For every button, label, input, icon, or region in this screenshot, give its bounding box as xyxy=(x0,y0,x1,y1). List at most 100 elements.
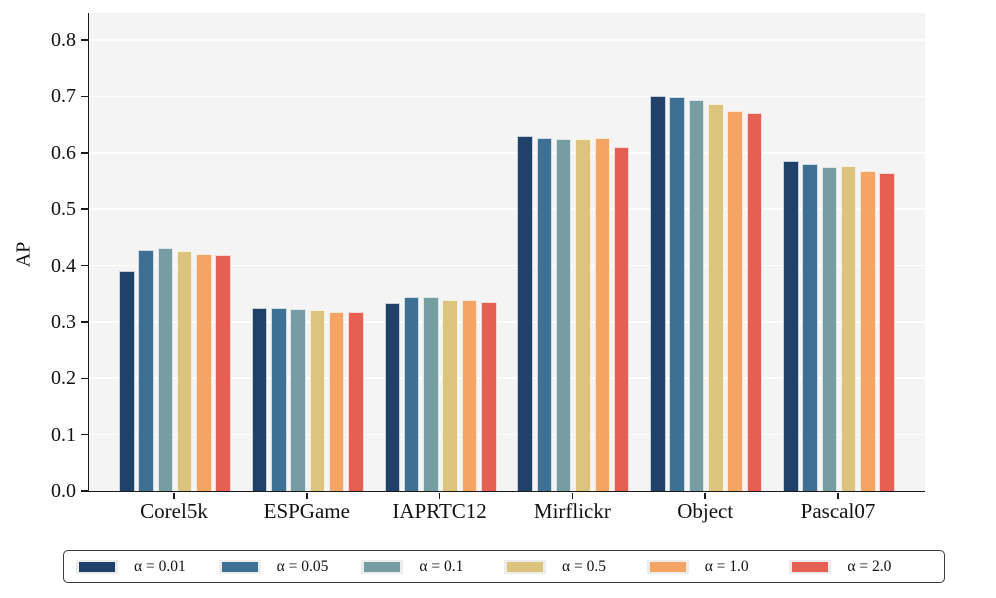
legend-swatch-icon xyxy=(79,561,115,572)
x-tick-mark xyxy=(837,493,839,499)
bar xyxy=(802,164,818,491)
y-tick-mark xyxy=(81,95,88,98)
bar xyxy=(328,312,345,491)
legend-item: α = 0.5 xyxy=(504,558,647,576)
bar-group xyxy=(119,13,231,491)
x-tick-mark xyxy=(173,493,175,499)
legend-swatch-halo xyxy=(789,559,832,574)
bar xyxy=(271,308,287,491)
bar xyxy=(613,147,630,491)
bar xyxy=(119,271,135,491)
bar xyxy=(669,97,685,491)
y-tick-label: 0.1 xyxy=(51,423,76,446)
legend-swatch-halo xyxy=(646,559,689,574)
bar xyxy=(821,166,838,491)
bar-group xyxy=(650,13,763,491)
gridline xyxy=(89,377,925,380)
bar xyxy=(196,253,212,491)
legend-swatch-icon xyxy=(649,561,686,572)
bar xyxy=(840,165,857,491)
plot-area xyxy=(88,13,925,492)
bar xyxy=(688,100,705,491)
x-tick-mark xyxy=(704,493,706,499)
bar xyxy=(727,111,743,491)
bar-group xyxy=(384,13,497,491)
legend-label: α = 2.0 xyxy=(847,557,892,575)
bar-group xyxy=(251,13,364,491)
bar xyxy=(309,310,326,491)
gridline xyxy=(89,321,925,323)
bar xyxy=(650,96,666,491)
gridline xyxy=(89,208,925,210)
gridline xyxy=(89,95,925,98)
x-tick-label: Mirflickr xyxy=(533,499,611,523)
bar xyxy=(708,103,724,491)
bar xyxy=(138,249,154,491)
y-tick-label: 0.5 xyxy=(51,198,76,221)
legend-item: α = 1.0 xyxy=(646,557,790,576)
x-tick-label: Corel5k xyxy=(140,499,208,523)
gridline xyxy=(89,152,925,154)
legend-item: α = 2.0 xyxy=(789,558,932,576)
x-tick-label: Object xyxy=(677,499,734,523)
bar xyxy=(481,301,497,491)
legend-swatch-halo xyxy=(361,559,404,574)
legend-swatch-icon xyxy=(364,561,401,572)
y-tick-mark xyxy=(81,152,88,154)
legend-swatch-icon xyxy=(221,561,258,572)
bar xyxy=(384,302,401,491)
legend-swatch-halo xyxy=(76,559,118,574)
gridline xyxy=(89,264,925,267)
y-tick-label: 0.0 xyxy=(51,480,76,502)
x-tick-label: ESPGame xyxy=(263,499,350,523)
bar-group xyxy=(783,13,895,491)
bar xyxy=(290,308,306,491)
legend-swatch-halo xyxy=(218,559,261,574)
y-tick-mark xyxy=(81,208,88,210)
x-tick-mark xyxy=(571,493,574,499)
y-tick-mark xyxy=(81,321,88,323)
x-tick-label: Pascal07 xyxy=(800,499,876,523)
bar xyxy=(215,254,231,491)
bar xyxy=(176,251,193,491)
bar xyxy=(442,300,458,491)
gridline xyxy=(89,39,925,41)
y-tick-label: 0.3 xyxy=(51,310,76,333)
bar xyxy=(860,171,876,491)
legend-item: α = 0.1 xyxy=(361,558,504,576)
y-tick-label: 0.8 xyxy=(51,29,76,52)
legend-item: α = 0.01 xyxy=(76,558,219,576)
y-tick-mark xyxy=(81,39,88,41)
y-tick-label: 0.7 xyxy=(51,85,76,108)
bar xyxy=(403,297,420,491)
bar xyxy=(555,138,572,491)
y-tick-label: 0.2 xyxy=(51,367,76,390)
bar-group xyxy=(517,13,630,491)
bar xyxy=(594,137,611,491)
legend-swatch-icon xyxy=(507,561,544,572)
bar xyxy=(746,113,763,491)
bar xyxy=(517,135,533,491)
bar xyxy=(251,307,268,491)
y-tick-mark xyxy=(81,377,88,379)
legend-label: α = 1.0 xyxy=(704,557,749,575)
bar xyxy=(783,161,799,491)
bar xyxy=(879,172,895,491)
bar xyxy=(157,247,174,491)
legend-label: α = 0.01 xyxy=(134,557,186,575)
gridline xyxy=(89,433,925,436)
x-tick-mark xyxy=(306,493,308,499)
legend-swatch-halo xyxy=(504,559,547,574)
x-tick-mark xyxy=(438,493,441,499)
bar xyxy=(461,299,478,491)
y-tick-mark xyxy=(81,490,88,492)
x-tick-label: IAPRTC12 xyxy=(392,499,487,523)
bar xyxy=(423,297,439,491)
y-tick-label: 0.4 xyxy=(51,254,76,277)
y-tick-label: 0.6 xyxy=(51,141,76,164)
legend-swatch-icon xyxy=(792,561,829,572)
bar xyxy=(536,138,553,491)
legend-label: α = 0.5 xyxy=(562,557,607,575)
legend-label: α = 0.1 xyxy=(419,557,464,575)
